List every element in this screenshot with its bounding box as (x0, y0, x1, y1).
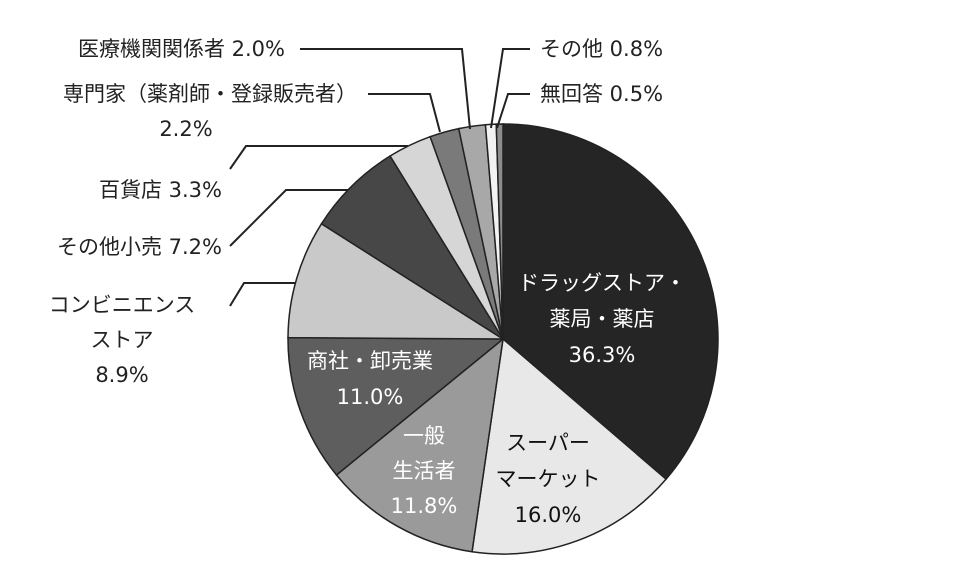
leader-line (300, 48, 471, 130)
pie-slice (495, 123, 504, 340)
pie-slice (287, 222, 506, 340)
pie-slices (287, 123, 719, 555)
leader-line (229, 189, 348, 247)
leader-line (496, 93, 530, 129)
slice-label: 薬局・薬店 (550, 307, 655, 331)
slice-label: ストア (91, 328, 154, 352)
pie-slice (335, 337, 505, 553)
leader-line (229, 145, 408, 170)
slice-label: 生活者 (393, 459, 456, 483)
pie-slice (502, 123, 719, 481)
leader-line (368, 93, 441, 133)
slice-label: 専門家（薬剤師・登録販売者） (63, 82, 357, 106)
slice-value-label: 2.2% (159, 117, 212, 141)
leader-line (229, 282, 295, 307)
slice-value-label: 16.0% (515, 503, 582, 527)
slice-label: コンビニエンス (49, 293, 196, 317)
slice-value-label: 36.3% (569, 343, 636, 367)
slice-label: スーパー (506, 431, 590, 455)
slice-label: 医療機関関係者 2.0% (78, 37, 285, 61)
slice-label: その他 0.8% (540, 37, 663, 61)
leader-lines (229, 48, 530, 307)
slice-label: 商社・卸売業 (307, 349, 433, 373)
leader-line (490, 48, 530, 129)
slice-label: ドラッグストア・ (518, 271, 686, 295)
slice-value-label: 11.0% (337, 385, 404, 409)
slice-value-label: 8.9% (95, 363, 148, 387)
slice-label: 百貨店 3.3% (99, 178, 222, 202)
slice-label: その他小売 7.2% (57, 235, 222, 259)
pie-slice (471, 337, 668, 555)
pie-slice (287, 336, 506, 477)
slice-label: 無回答 0.5% (540, 82, 663, 106)
slice-label: 一般 (403, 424, 445, 448)
slice-value-label: 11.8% (391, 494, 458, 518)
slice-label: マーケット (496, 467, 601, 491)
